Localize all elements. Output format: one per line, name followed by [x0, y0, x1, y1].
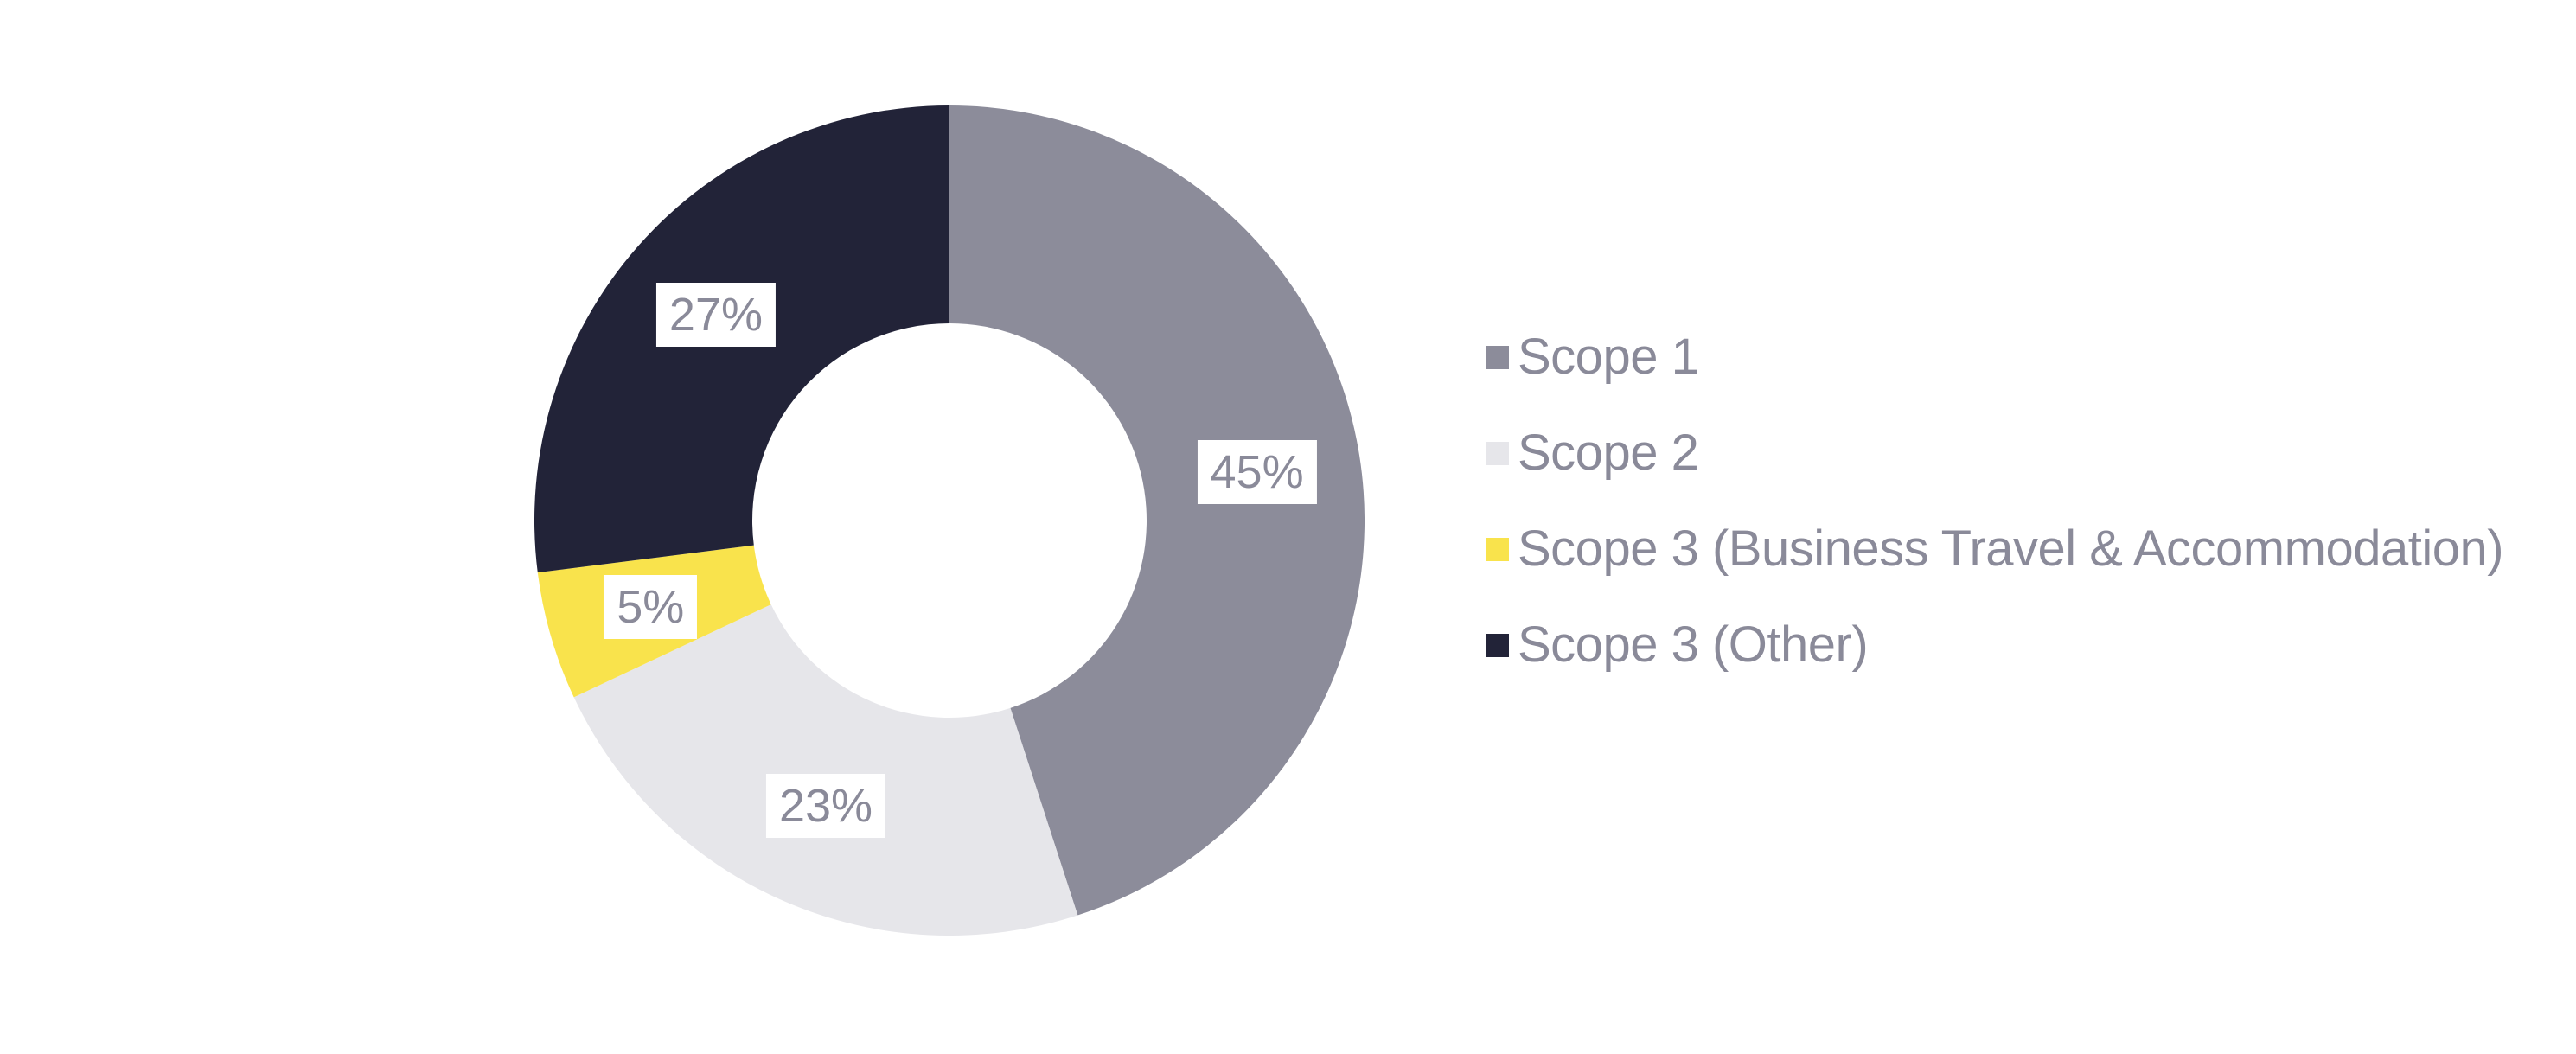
legend-item-scope-2[interactable]: Scope 2 — [1486, 425, 2503, 481]
slice-label-scope-3-business-travel-accommodation: 5% — [604, 575, 698, 640]
legend-label: Scope 1 — [1518, 329, 1699, 385]
legend-item-scope-1[interactable]: Scope 1 — [1486, 329, 2503, 385]
chart-legend: Scope 1 Scope 2 Scope 3 (Business Travel &… — [1486, 329, 2504, 673]
donut-svg — [534, 105, 1365, 936]
legend-label: Scope 2 — [1518, 425, 1699, 481]
slice-label-scope-1: 45% — [1197, 439, 1317, 504]
legend-label: Scope 3 (Business Travel & Accommodation… — [1518, 521, 2504, 577]
legend-item-scope-3-other[interactable]: Scope 3 (Other) — [1486, 617, 2503, 673]
legend-swatch-icon — [1486, 345, 1509, 369]
slice-label-scope-2: 23% — [765, 774, 886, 839]
pie-slice-scope-1[interactable] — [949, 105, 1365, 916]
legend-swatch-icon — [1486, 633, 1509, 657]
donut-chart: 45% 23% 5% 27% — [534, 105, 1365, 936]
slice-label-scope-3-other: 27% — [655, 282, 776, 347]
legend-label: Scope 3 (Other) — [1518, 616, 1869, 673]
legend-item-scope-3-business-travel-accommodation[interactable]: Scope 3 (Business Travel & Accommodation… — [1486, 521, 2504, 577]
pie-slice-scope-2[interactable] — [573, 604, 1078, 936]
legend-swatch-icon — [1486, 441, 1509, 465]
legend-swatch-icon — [1486, 537, 1509, 561]
